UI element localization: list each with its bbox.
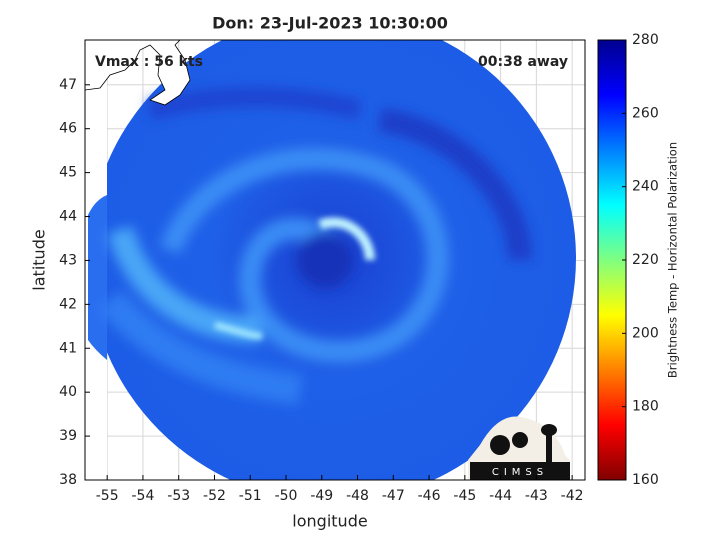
colorbar-tick-label: 200	[632, 325, 659, 341]
x-tick-label: -46	[418, 488, 441, 504]
x-tick-label: -53	[167, 488, 190, 504]
annotation: 00:38 away	[478, 54, 568, 70]
y-tick-label: 46	[59, 121, 77, 137]
colorbar-tick-label: 180	[632, 399, 659, 415]
x-tick-label: -51	[239, 488, 262, 504]
x-tick-label: -55	[96, 488, 119, 504]
x-tick-label: -48	[346, 488, 369, 504]
annotation: Vmax : 56 kts	[95, 54, 203, 70]
colorbar-label: Brightness Temp - Horizontal Polarizatio…	[666, 142, 680, 378]
y-tick-label: 43	[59, 252, 77, 268]
logo-bar	[470, 462, 570, 480]
x-tick-label: -50	[275, 488, 298, 504]
y-tick-label: 40	[59, 384, 77, 400]
y-tick-label: 38	[59, 472, 77, 488]
colorbar-tick-label: 260	[632, 105, 659, 121]
colorbar	[597, 39, 627, 481]
x-tick-label: -47	[382, 488, 405, 504]
colorbar-tick-label: 160	[632, 472, 659, 488]
y-tick-label: 39	[59, 428, 77, 444]
colorbar-tick-label: 240	[632, 179, 659, 195]
y-tick-label: 47	[59, 77, 77, 93]
colorbar-tick-label: 280	[632, 32, 659, 48]
logo-text: CIMSS	[492, 467, 548, 478]
x-tick-label: -45	[453, 488, 476, 504]
y-axis-label: latitude	[30, 229, 49, 290]
y-tick-label: 45	[59, 165, 77, 181]
x-axis-label: longitude	[292, 512, 367, 531]
y-tick-label: 44	[59, 209, 77, 225]
plot-area: CIMSS Vmax : 56 kts 00:38 away	[84, 39, 586, 481]
satellite-image: CIMSS	[85, 40, 576, 480]
x-tick-label: -52	[203, 488, 226, 504]
chart-title: Don: 23-Jul-2023 10:30:00	[212, 14, 448, 33]
colorbar-tick-label: 220	[632, 252, 659, 268]
x-tick-label: -43	[525, 488, 548, 504]
y-tick-label: 41	[59, 340, 77, 356]
x-tick-label: -42	[561, 488, 584, 504]
x-tick-label: -49	[310, 488, 333, 504]
x-tick-label: -54	[132, 488, 155, 504]
y-tick-label: 42	[59, 296, 77, 312]
x-tick-label: -44	[489, 488, 512, 504]
